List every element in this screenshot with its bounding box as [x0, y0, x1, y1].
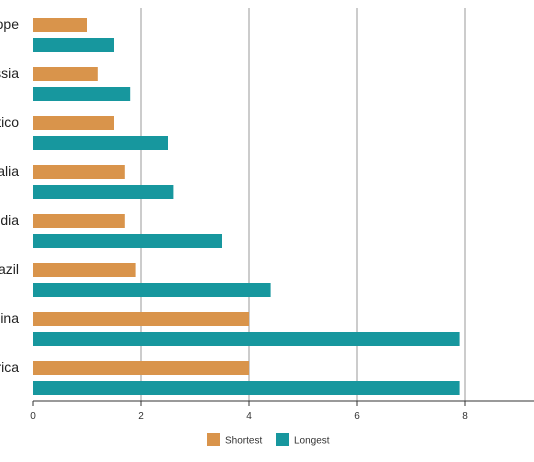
- x-axis: 0 2 4 6 8: [30, 400, 534, 422]
- bar-longest-brazil: [33, 283, 271, 297]
- category-label-china: nina: [0, 310, 19, 326]
- x-tick-label-4: 4: [246, 411, 252, 422]
- bar-shortest-brazil: [33, 263, 136, 277]
- category-label-india: dia: [0, 212, 19, 228]
- legend: Shortest Longest: [207, 433, 330, 447]
- x-tick-label-6: 6: [354, 411, 360, 422]
- bar-longest-russia: [33, 87, 131, 101]
- bar-longest-europe: [33, 38, 114, 52]
- bars: [33, 18, 460, 395]
- bar-longest-india: [33, 234, 222, 248]
- bar-shortest-australia: [33, 165, 125, 179]
- bar-shortest-europe: [33, 18, 87, 32]
- legend-label-shortest: Shortest: [225, 436, 262, 447]
- legend-label-longest: Longest: [294, 436, 330, 447]
- category-label-europe: ope: [0, 16, 19, 32]
- bar-longest-australia: [33, 185, 174, 199]
- category-labels: ope ssia tico alia dia azil nina rica: [0, 16, 19, 375]
- x-tick-label-2: 2: [138, 411, 144, 422]
- bar-shortest-india: [33, 214, 125, 228]
- bar-shortest-russia: [33, 67, 98, 81]
- bar-shortest-mexico: [33, 116, 114, 130]
- category-label-australia: alia: [0, 163, 19, 179]
- legend-swatch-longest: [276, 433, 289, 446]
- bar-longest-america: [33, 381, 460, 395]
- category-label-america: rica: [0, 359, 19, 375]
- bar-shortest-china: [33, 312, 249, 326]
- category-label-russia: ssia: [0, 65, 19, 81]
- category-label-mexico: tico: [0, 114, 19, 130]
- x-tick-label-0: 0: [30, 411, 36, 422]
- bar-longest-china: [33, 332, 460, 346]
- x-tick-label-8: 8: [462, 411, 468, 422]
- category-label-brazil: azil: [0, 261, 19, 277]
- bar-shortest-america: [33, 361, 249, 375]
- bar-longest-mexico: [33, 136, 168, 150]
- legend-swatch-shortest: [207, 433, 220, 446]
